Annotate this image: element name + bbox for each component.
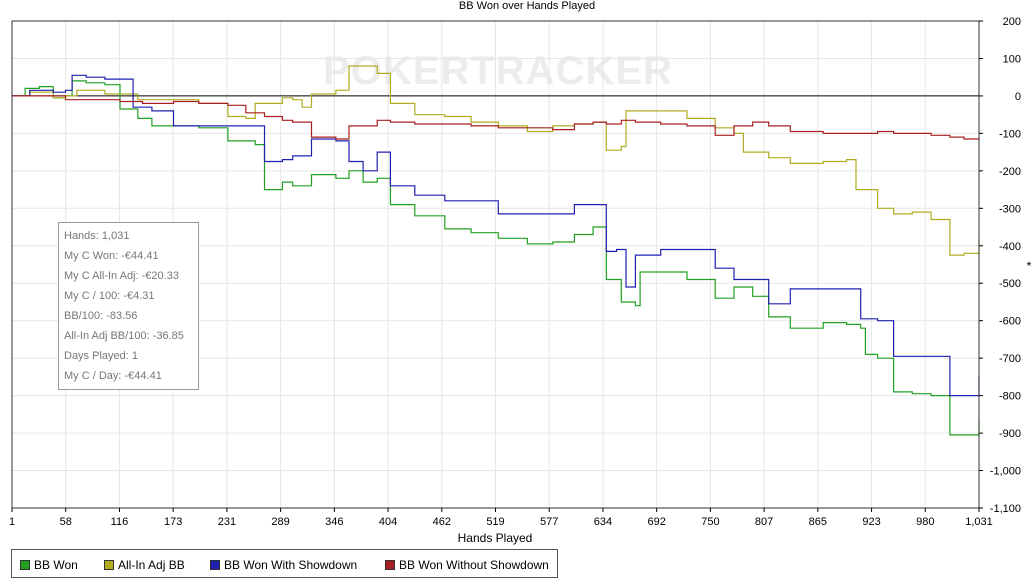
x-tick-label: 173 (164, 516, 182, 528)
x-tick-label: 980 (916, 516, 934, 528)
y-tick-label: -200 (999, 166, 1021, 178)
y-tick-label: 200 (1003, 16, 1021, 28)
legend-label: BB Won With Showdown (224, 558, 358, 572)
stat-bb-100: BB/100: -83.56 (64, 310, 138, 322)
x-tick-label: 462 (433, 516, 451, 528)
legend-label: BB Won Without Showdown (399, 558, 549, 572)
legend-label: BB Won (34, 558, 78, 572)
y-tick-label: 0 (1015, 91, 1021, 103)
y-tick-label: -500 (999, 278, 1021, 290)
legend-label: All-In Adj BB (118, 558, 185, 572)
legend-swatch-red (385, 560, 395, 570)
y-tick-label: -1,000 (990, 466, 1021, 478)
x-tick-label: 519 (486, 516, 504, 528)
y-tick-label: -900 (999, 428, 1021, 440)
chart-legend: BB Won All-In Adj BB BB Won With Showdow… (11, 549, 558, 578)
legend-item-with-showdown[interactable]: BB Won With Showdown (210, 558, 357, 572)
y-tick-label: -300 (999, 203, 1021, 215)
stat-per-day: My C / Day: -€44.41 (64, 370, 162, 382)
x-tick-label: 577 (540, 516, 558, 528)
x-tick-label: 1 (9, 516, 15, 528)
series-line-bb-won (12, 80, 980, 436)
legend-item-without-showdown[interactable]: BB Won Without Showdown (385, 558, 549, 572)
y-tick-label: -700 (999, 353, 1021, 365)
chart-plot: BB Won over Hands Played POKERTRACKER 1 5… (9, 0, 1032, 545)
x-axis-label: Hands Played (458, 531, 533, 545)
x-tick-label: 865 (809, 516, 827, 528)
x-tick-label: 807 (755, 516, 773, 528)
x-tick-label: 923 (862, 516, 880, 528)
x-tick-label: 289 (271, 516, 289, 528)
stat-my-won: My C Won: -€44.41 (64, 250, 159, 262)
x-tick-label: 404 (379, 516, 397, 528)
y-tick-label: -600 (999, 316, 1021, 328)
chart-title: BB Won over Hands Played (459, 0, 595, 12)
x-tick-label: 58 (60, 516, 72, 528)
legend-item-bb-won[interactable]: BB Won (20, 558, 78, 572)
stat-allin-bb-100: All-In Adj BB/100: -36.85 (64, 330, 184, 342)
y-tick-label: -400 (999, 241, 1021, 253)
x-tick-label: 634 (594, 516, 612, 528)
y-tick-label: -100 (999, 128, 1021, 140)
legend-item-allin-adj[interactable]: All-In Adj BB (104, 558, 185, 572)
y-tick-label: -1,100 (990, 503, 1021, 515)
stat-hands: Hands: 1,031 (64, 230, 130, 242)
x-tick-label: 346 (325, 516, 343, 528)
stat-allin-adj: My C All-In Adj: -€20.33 (64, 270, 179, 282)
stat-per-100: My C / 100: -€4.31 (64, 290, 155, 302)
x-tick-label: 1,031 (965, 516, 993, 528)
x-tick-label: 231 (218, 516, 236, 528)
y-axis-label: * (1027, 259, 1032, 273)
x-tick-label: 116 (111, 516, 129, 528)
watermark-logo: POKERTRACKER (323, 49, 673, 93)
legend-swatch-olive (104, 560, 114, 570)
x-tick-label: 692 (647, 516, 665, 528)
series-line-all-in-adj-bb (12, 65, 980, 256)
legend-swatch-green (20, 560, 30, 570)
y-tick-label: 100 (1003, 53, 1021, 65)
stat-days-played: Days Played: 1 (64, 350, 138, 362)
stats-box: Hands: 1,031 My C Won: -€44.41 My C All-… (58, 222, 199, 390)
y-tick-label: -800 (999, 391, 1021, 403)
legend-swatch-blue (210, 560, 220, 570)
series-line-bb-won-without-showdown (12, 95, 980, 140)
series-line-bb-won-with-showdown (12, 74, 980, 397)
x-tick-label: 750 (701, 516, 719, 528)
